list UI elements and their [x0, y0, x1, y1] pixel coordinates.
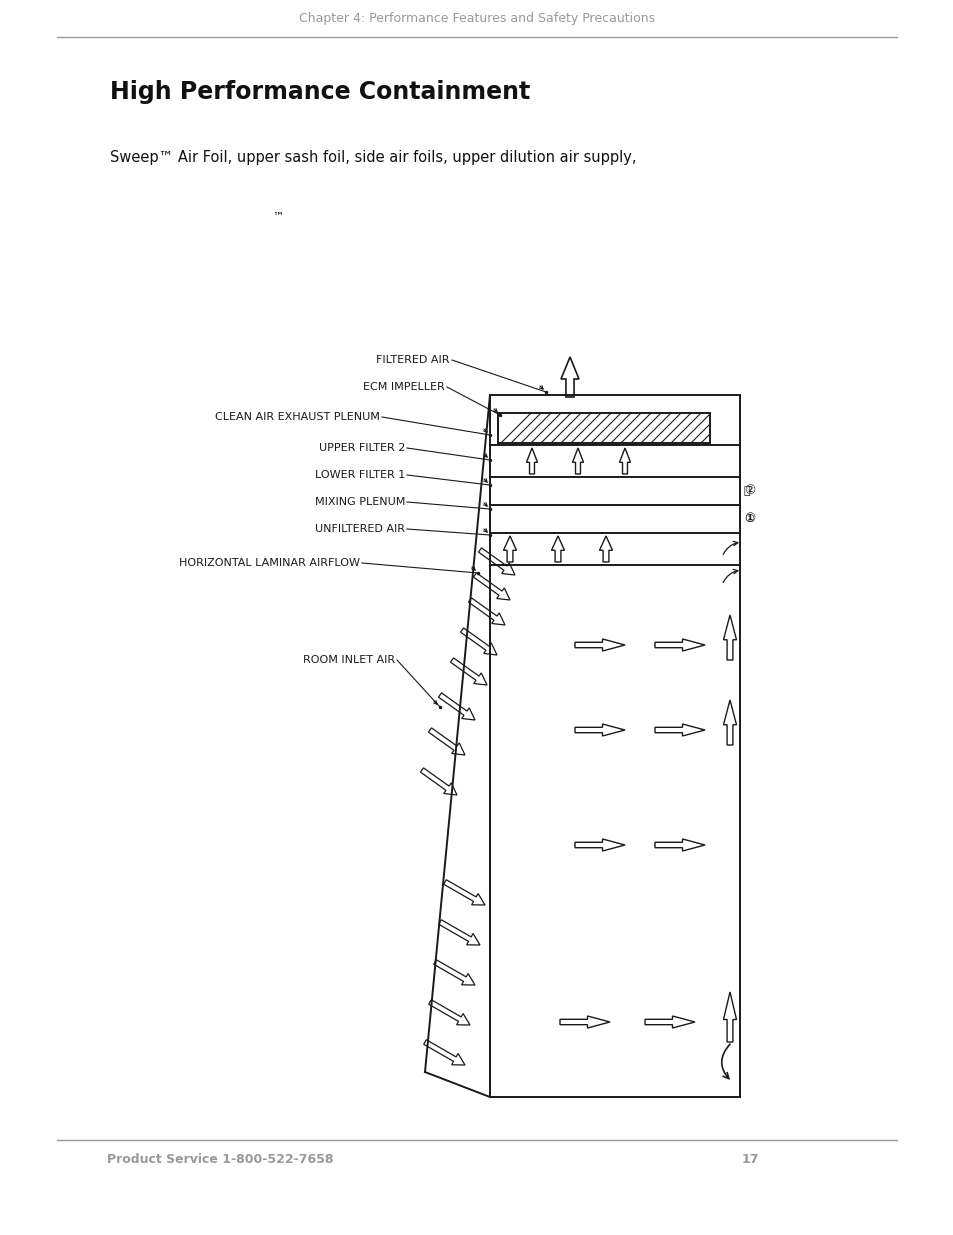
Text: ROOM INLET AIR: ROOM INLET AIR — [302, 655, 395, 664]
Bar — [497, 412, 709, 443]
Polygon shape — [428, 1000, 470, 1025]
Polygon shape — [468, 598, 504, 625]
Polygon shape — [655, 638, 704, 651]
Polygon shape — [655, 724, 704, 736]
Polygon shape — [722, 615, 736, 659]
Text: Ⓐ: Ⓐ — [743, 487, 750, 496]
Polygon shape — [438, 693, 475, 720]
Polygon shape — [655, 839, 704, 851]
Polygon shape — [575, 839, 624, 851]
Polygon shape — [575, 638, 624, 651]
Polygon shape — [428, 727, 464, 755]
Polygon shape — [572, 448, 583, 474]
Text: Sweep™ Air Foil, upper sash foil, side air foils, upper dilution air supply,: Sweep™ Air Foil, upper sash foil, side a… — [110, 149, 636, 165]
Text: LOWER FILTER 1: LOWER FILTER 1 — [314, 471, 405, 480]
Text: CLEAN AIR EXHAUST PLENUM: CLEAN AIR EXHAUST PLENUM — [214, 412, 379, 422]
Text: Chapter 4: Performance Features and Safety Precautions: Chapter 4: Performance Features and Safe… — [298, 12, 655, 25]
Text: FILTERED AIR: FILTERED AIR — [376, 354, 450, 366]
Text: UPPER FILTER 2: UPPER FILTER 2 — [318, 443, 405, 453]
Polygon shape — [618, 448, 630, 474]
Text: HORIZONTAL LAMINAR AIRFLOW: HORIZONTAL LAMINAR AIRFLOW — [179, 558, 359, 568]
Polygon shape — [559, 1016, 609, 1028]
Text: MIXING PLENUM: MIXING PLENUM — [314, 496, 405, 508]
Polygon shape — [473, 573, 510, 600]
Polygon shape — [526, 448, 537, 474]
Text: ②: ② — [743, 484, 755, 498]
Polygon shape — [460, 627, 497, 655]
Text: High Performance Containment: High Performance Containment — [110, 80, 530, 104]
Polygon shape — [443, 879, 484, 905]
Polygon shape — [551, 536, 564, 562]
Polygon shape — [644, 1016, 695, 1028]
Polygon shape — [423, 1040, 464, 1065]
Text: ①: ① — [743, 513, 755, 526]
Polygon shape — [503, 536, 516, 562]
Polygon shape — [420, 768, 456, 795]
Polygon shape — [575, 724, 624, 736]
Polygon shape — [598, 536, 612, 562]
Polygon shape — [438, 920, 479, 945]
Text: UNFILTERED AIR: UNFILTERED AIR — [314, 524, 405, 534]
Text: ECM IMPELLER: ECM IMPELLER — [363, 382, 444, 391]
Polygon shape — [722, 700, 736, 745]
Text: 17: 17 — [740, 1153, 758, 1166]
Polygon shape — [478, 548, 515, 576]
Text: ™: ™ — [272, 212, 283, 222]
Polygon shape — [722, 992, 736, 1042]
Polygon shape — [450, 658, 486, 685]
Polygon shape — [434, 960, 475, 986]
Text: ①: ① — [743, 514, 753, 524]
Text: Product Service 1-800-522-7658: Product Service 1-800-522-7658 — [107, 1153, 333, 1166]
Polygon shape — [560, 357, 578, 396]
